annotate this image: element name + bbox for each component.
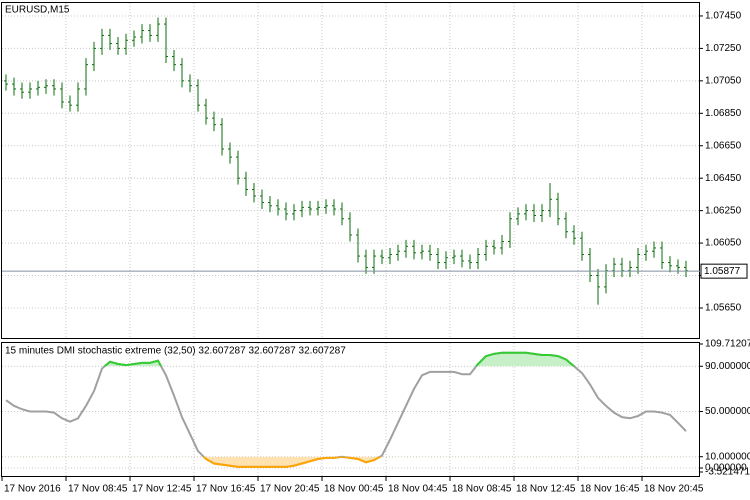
x-tick-label: 17 Nov 12:45 bbox=[132, 484, 192, 495]
indicator-panel bbox=[1, 342, 700, 477]
y-tick-label: 50.000000 bbox=[705, 406, 750, 417]
y-tick-label: 10.000000 bbox=[705, 451, 750, 462]
y-tick-label: 0.000000 bbox=[705, 463, 747, 474]
x-tick-label: 18 Nov 00:45 bbox=[324, 484, 384, 495]
x-tick-label: 17 Nov 08:45 bbox=[68, 484, 128, 495]
upper-zone-line bbox=[103, 351, 576, 367]
y-tick-label: -3.521471 bbox=[705, 467, 750, 478]
x-tick-label: 18 Nov 20:45 bbox=[644, 484, 704, 495]
layer: 1.07450 1.07250 1.07050 1.06850 1.06650 1.064… bbox=[1, 3, 750, 495]
y-tick-label: 90.000000 bbox=[705, 361, 750, 372]
y-tick-label: 109.712074 bbox=[705, 339, 750, 350]
x-tick-label: 18 Nov 12:45 bbox=[516, 484, 576, 495]
price-panel bbox=[1, 2, 700, 339]
x-tick-label: 18 Nov 16:45 bbox=[580, 484, 640, 495]
indicator-title: 15 minutes DMI stochastic extreme (32,50… bbox=[5, 346, 346, 357]
lower-zone-line bbox=[202, 456, 383, 468]
y-tick-label: 1.06850 bbox=[705, 108, 742, 119]
chart-title: EURUSD,M15 bbox=[5, 5, 70, 16]
y-tick-label: 1.07050 bbox=[705, 75, 742, 86]
last-price-label: 1.05877 bbox=[704, 266, 741, 277]
y-tick-label: 1.06250 bbox=[705, 205, 742, 216]
x-tick-label: 18 Nov 08:45 bbox=[452, 484, 512, 495]
x-tick-label: 17 Nov 20:45 bbox=[260, 484, 320, 495]
upper-zone-fill bbox=[6, 352, 686, 367]
y-tick-label: 1.06650 bbox=[705, 140, 742, 151]
x-tick-label: 18 Nov 04:45 bbox=[388, 484, 448, 495]
x-tick-label: 17 Nov 2016 bbox=[4, 484, 61, 495]
y-tick-label: 1.07450 bbox=[705, 11, 742, 22]
last-price-box bbox=[700, 263, 748, 279]
y-tick-label: 1.05650 bbox=[705, 303, 742, 314]
y-tick-label: 1.07250 bbox=[705, 43, 742, 54]
x-tick-label: 17 Nov 16:45 bbox=[196, 484, 256, 495]
y-tick-label: 1.06050 bbox=[705, 238, 742, 249]
y-tick-label: 1.06450 bbox=[705, 173, 742, 184]
